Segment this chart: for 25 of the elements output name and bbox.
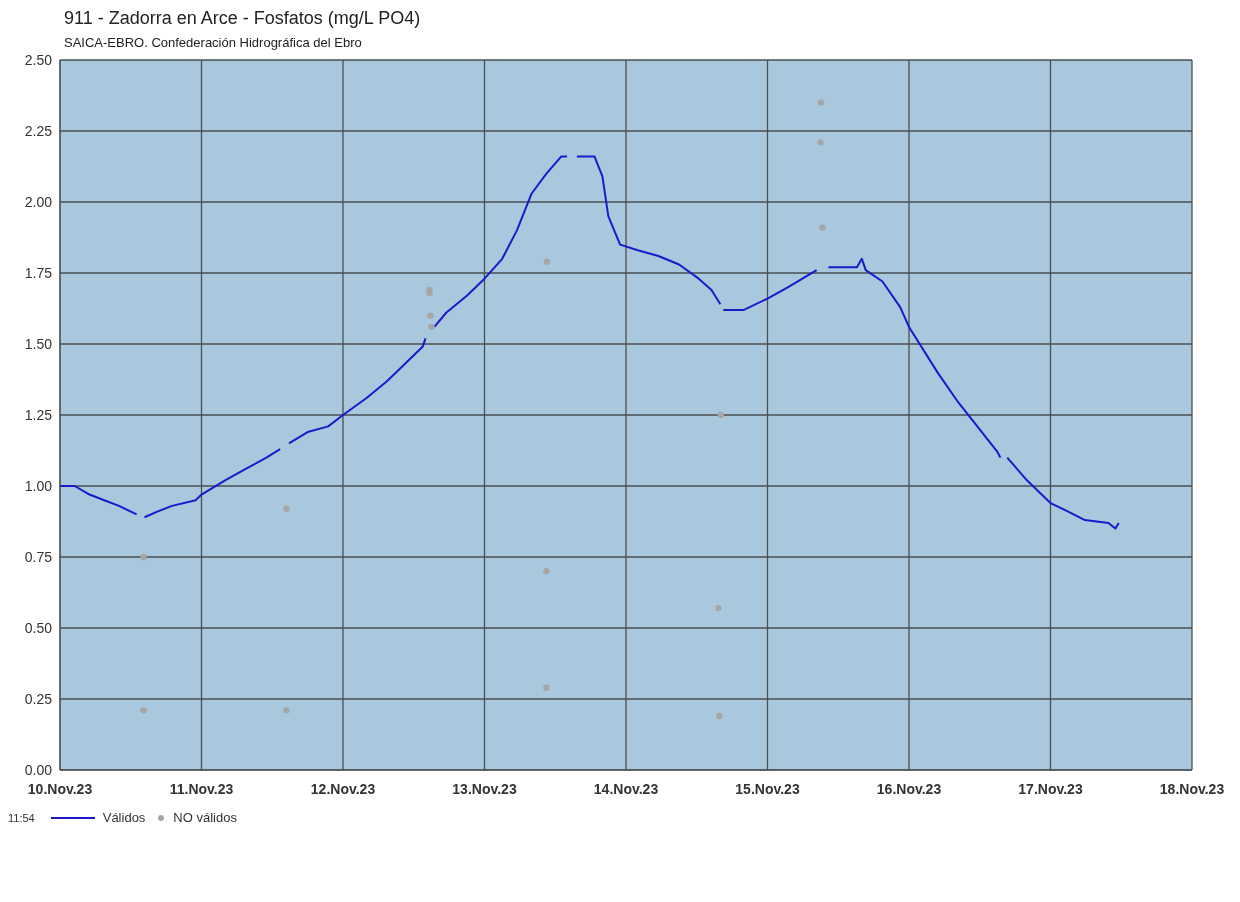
y-tick-label: 1.25: [24, 406, 53, 423]
x-tick-label: 10.Nov.23: [27, 780, 93, 797]
x-tick-label: 14.Nov.23: [593, 780, 659, 797]
y-tick-label: 0.50: [24, 619, 53, 636]
x-tick-label: 18.Nov.23: [1159, 780, 1225, 797]
text: 11:54: [8, 811, 35, 824]
y-tick-label: 1.50: [24, 335, 53, 352]
legend-label: Válidos: [102, 810, 146, 825]
x-tick-label: 15.Nov.23: [735, 780, 800, 797]
y-tick-label: 1.75: [24, 264, 53, 281]
y-tick-label: 2.00: [24, 193, 53, 210]
chart-subtitle: SAICA-EBRO. Confederación Hidrográfica del Ebro: [64, 35, 363, 50]
y-tick-label: 2.50: [24, 51, 53, 68]
x-tick-label: 13.Nov.23: [452, 780, 517, 797]
x-tick-label: 16.Nov.23: [876, 780, 942, 797]
y-tick-label: 2.25: [24, 122, 53, 139]
y-tick-label: 0.75: [24, 548, 53, 565]
y-tick-label: 0.25: [24, 690, 53, 707]
x-tick-label: 12.Nov.23: [310, 780, 376, 797]
legend-label: NO válidos: [173, 810, 237, 825]
x-tick-label: 17.Nov.23: [1018, 780, 1083, 797]
y-tick-label: 0.00: [24, 761, 53, 778]
x-tick-label: 11.Nov.23: [169, 780, 234, 797]
y-tick-label: 1.00: [24, 477, 53, 494]
chart-title: 911 - Zadorra en Arce - Fosfatos (mg/L PO4): [64, 8, 422, 29]
